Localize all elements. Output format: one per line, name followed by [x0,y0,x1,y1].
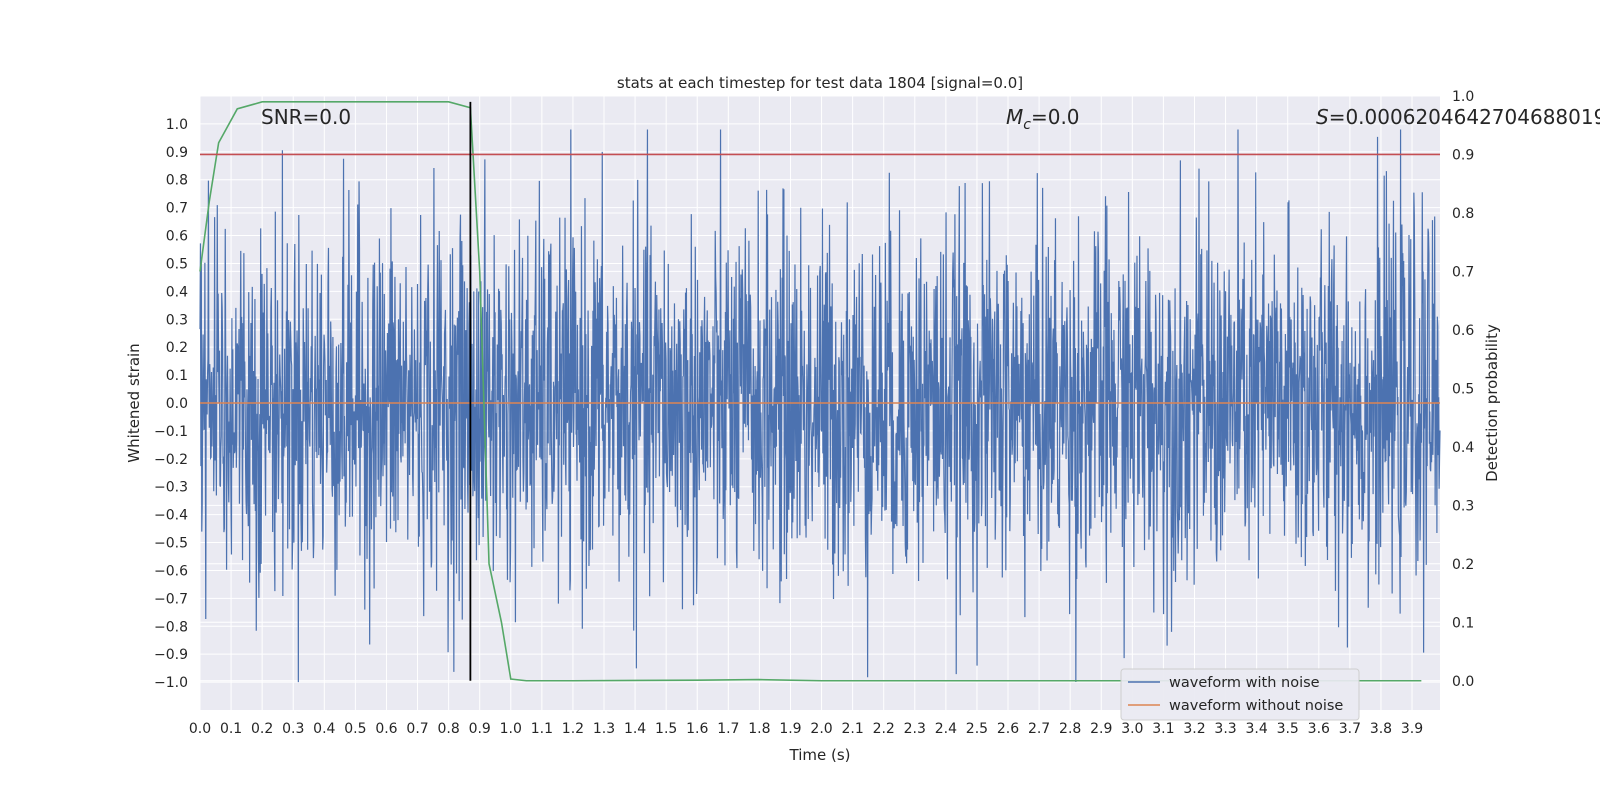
x-tick-label: 0.9 [469,721,491,737]
x-tick-label: 2.4 [935,721,957,737]
y2-tick-label: 0.8 [1452,206,1474,222]
x-tick-label: 1.8 [748,721,770,737]
x-tick-label: 0.6 [375,721,397,737]
y-tick-label: −0.5 [154,536,188,552]
y-tick-label: −0.4 [154,508,188,524]
x-tick-label: 0.0 [189,721,211,737]
y2-tick-label: 0.5 [1452,381,1474,397]
mc-subscript: c [1023,117,1031,133]
x-tick-label: 0.5 [344,721,366,737]
x-tick-label: 3.0 [1121,721,1143,737]
x-tick-label: 0.8 [437,721,459,737]
y-tick-labels: 1.0 0.9 0.8 0.7 0.6 0.5 0.4 0.3 0.2 0.1 0.0 −0.1 −0.… [154,117,188,691]
mc-value: =0.0 [1031,105,1080,129]
x-tick-label: 3.4 [1246,721,1268,737]
legend-label-clean: waveform without noise [1169,698,1343,714]
x-tick-label: 2.9 [1090,721,1112,737]
series-detection-probability [199,101,1422,682]
y2-tick-label: 0.1 [1452,615,1474,631]
y2-tick-label: 0.7 [1452,264,1474,280]
y-tick-label: 0.5 [166,256,188,272]
mc-annotation: Mc=0.0 [1006,105,1080,133]
x-tick-label: 2.0 [810,721,832,737]
x-axis-label: Time (s) [789,746,851,764]
y-tick-label: −0.3 [154,480,188,496]
x-tick-label: 0.2 [251,721,273,737]
y-tick-label: −1.0 [154,675,188,691]
y2-axis-label: Detection probability [1483,324,1501,482]
x-tick-label: 3.9 [1401,721,1423,737]
legend-label-noise: waveform with noise [1169,675,1320,691]
y2-tick-label: 0.9 [1452,147,1474,163]
chart-title: stats at each timestep for test data 180… [617,74,1023,92]
x-tick-label: 0.3 [282,721,304,737]
y-tick-label: −0.7 [154,591,188,607]
x-tick-label: 3.5 [1277,721,1299,737]
x-tick-label: 3.7 [1339,721,1361,737]
x-tick-label: 1.1 [531,721,553,737]
y2-tick-label: 1.0 [1452,89,1474,105]
y-tick-label: 0.1 [166,368,188,384]
x-tick-label: 2.3 [904,721,926,737]
mc-symbol: M [1006,105,1023,129]
series-waveform-with-noise [199,129,1441,683]
y-tick-label: 0.8 [166,173,188,189]
x-tick-label: 1.0 [500,721,522,737]
x-tick-label: 2.1 [841,721,863,737]
s-symbol: S [1316,105,1329,129]
x-tick-label: 2.7 [1028,721,1050,737]
snr-annotation: SNR=0.0 [261,105,351,129]
x-tick-label: 3.1 [1152,721,1174,737]
y2-tick-label: 0.4 [1452,440,1474,456]
y2-tick-labels: 1.0 0.9 0.8 0.7 0.6 0.5 0.4 0.3 0.2 0.1 0.0 [1452,89,1474,690]
y-tick-label: −0.8 [154,619,188,635]
legend: waveform with noise waveform without noi… [1120,668,1360,721]
y-tick-label: −0.1 [154,424,188,440]
y-tick-label: −0.6 [154,563,188,579]
x-tick-label: 3.3 [1214,721,1236,737]
x-tick-labels: 0.0 0.1 0.2 0.3 0.4 0.5 0.6 0.7 0.8 0.9 1.0 1.1 1.2 1… [189,721,1423,737]
x-tick-label: 1.6 [686,721,708,737]
x-tick-label: 2.2 [873,721,895,737]
y-tick-label: 0.6 [166,229,188,245]
x-tick-label: 2.5 [966,721,988,737]
series-lines [199,101,1440,682]
x-tick-label: 1.5 [655,721,677,737]
y-tick-label: 0.9 [166,145,188,161]
s-annotation: S=0.0006204642704688019 [1316,105,1600,129]
y2-tick-label: 0.6 [1452,323,1474,339]
y2-tick-label: 0.0 [1452,674,1474,690]
y-tick-label: 0.7 [166,201,188,217]
y-axis-label: Whitened strain [125,343,143,462]
y-tick-label: 0.4 [166,284,188,300]
x-tick-label: 3.6 [1308,721,1330,737]
x-tick-label: 1.2 [562,721,584,737]
x-tick-label: 1.4 [624,721,646,737]
y-tick-label: 0.2 [166,340,188,356]
y2-tick-label: 0.2 [1452,557,1474,573]
x-tick-label: 1.3 [593,721,615,737]
x-tick-label: 3.8 [1370,721,1392,737]
x-tick-label: 0.1 [220,721,242,737]
noise-waveform [199,129,1441,683]
x-tick-label: 2.6 [997,721,1019,737]
x-tick-label: 0.4 [313,721,335,737]
y-tick-label: 0.0 [166,396,188,412]
legend-box [1120,668,1360,721]
y2-tick-label: 0.3 [1452,498,1474,514]
y-tick-label: −0.2 [154,452,188,468]
x-tick-label: 1.9 [779,721,801,737]
s-value: =0.0006204642704688019 [1329,105,1600,129]
x-tick-label: 0.7 [406,721,428,737]
y-tick-label: 1.0 [166,117,188,133]
x-tick-label: 1.7 [717,721,739,737]
x-tick-label: 3.2 [1183,721,1205,737]
y-tick-label: −0.9 [154,647,188,663]
y-tick-label: 0.3 [166,312,188,328]
x-tick-label: 2.8 [1059,721,1081,737]
